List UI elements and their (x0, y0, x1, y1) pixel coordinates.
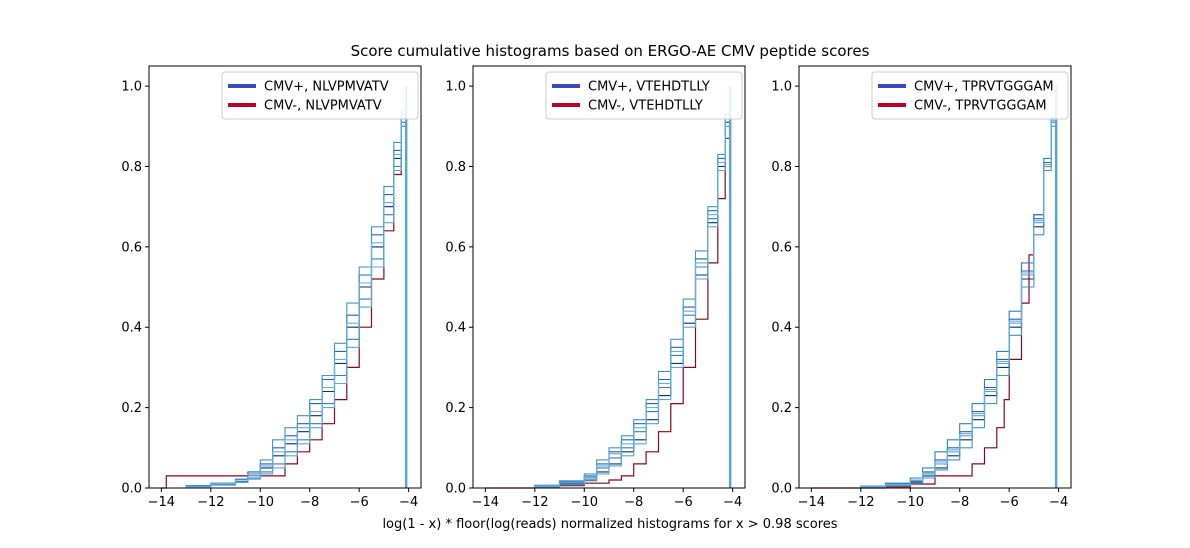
y-tick-label: 0.2 (771, 401, 792, 416)
x-tick-label: −8 (950, 495, 969, 510)
x-tick-label: −12 (197, 495, 224, 510)
axes-frame (148, 65, 422, 489)
legend-entry: CMV-, NLVPMVATV (264, 99, 382, 114)
y-tick-label: 1.0 (121, 80, 142, 95)
legend: CMV+, TPRVTGGGAM CMV-, TPRVTGGGAM (871, 71, 1069, 120)
y-tick-label: 0.2 (121, 401, 142, 416)
series-line-cmvplus-6 (161, 86, 407, 489)
y-tick-label: 0.4 (445, 321, 466, 336)
x-tick-label: −12 (521, 495, 548, 510)
series-line-cmvplus-7 (161, 86, 407, 489)
series-line-cmvplus-3 (161, 86, 407, 489)
series-line-cmvplus-7 (811, 86, 1057, 489)
figure-title: Score cumulative histograms based on ERG… (351, 42, 870, 60)
x-tick-label: −8 (624, 495, 643, 510)
x-tick-label: −6 (1000, 495, 1019, 510)
legend-entry: CMV+, TPRVTGGGAM (914, 80, 1054, 95)
x-axis-label: log(1 - x) * floor(log(reads) normalized… (382, 517, 837, 532)
axes-frame (798, 65, 1072, 489)
series-group (161, 86, 408, 489)
x-tick-label: −6 (350, 495, 369, 510)
x-tick-label: −6 (674, 495, 693, 510)
series-group (485, 86, 732, 489)
x-tick-label: −10 (571, 495, 598, 510)
x-tick-label: −8 (300, 495, 319, 510)
y-tick-label: 0.0 (771, 482, 792, 497)
y-tick-label: 1.0 (771, 80, 792, 95)
x-tick-label: −10 (897, 495, 924, 510)
series-group (811, 86, 1058, 489)
legend: CMV+, NLVPMVATV CMV-, NLVPMVATV (221, 71, 419, 120)
series-line-cmvplus-7 (485, 86, 731, 489)
y-tick-label: 0.0 (445, 482, 466, 497)
legend-box (221, 71, 419, 120)
x-tick-label: −12 (847, 495, 874, 510)
y-tick-label: 0.4 (121, 321, 142, 336)
legend: CMV+, VTEHDTLLY CMV-, VTEHDTLLY (545, 71, 743, 120)
x-tick-label: −10 (247, 495, 274, 510)
chart-panel-2: −14 −12 −10 −8 −6 −4 0.0 0.2 0.4 0.6 0.8 1.0 CMV+, V… (445, 65, 746, 510)
y-tick-label: 0.8 (445, 160, 466, 175)
x-tick-label: −14 (472, 495, 499, 510)
x-tick-label: −4 (723, 495, 742, 510)
legend-entry: CMV-, TPRVTGGGAM (914, 99, 1047, 114)
y-tick-label: 0.6 (771, 240, 792, 255)
x-tick-label: −4 (1049, 495, 1068, 510)
legend-box (871, 71, 1069, 120)
x-tick-label: −14 (148, 495, 175, 510)
chart-panel-3: −14 −12 −10 −8 −6 −4 0.0 0.2 0.4 0.6 0.8 1.0 CMV+, T… (771, 65, 1072, 510)
x-tick-label: −4 (399, 495, 418, 510)
legend-entry: CMV+, VTEHDTLLY (588, 80, 710, 95)
legend-box (545, 71, 743, 120)
y-tick-label: 0.8 (121, 160, 142, 175)
legend-entry: CMV+, NLVPMVATV (264, 80, 389, 95)
legend-entry: CMV-, VTEHDTLLY (588, 99, 703, 114)
y-tick-label: 0.6 (445, 240, 466, 255)
y-tick-label: 0.0 (121, 482, 142, 497)
y-tick-label: 1.0 (445, 80, 466, 95)
series-line-cmvplus-4 (161, 86, 407, 489)
chart-panel-1: −14 −12 −10 −8 −6 −4 0.0 0.2 0.4 0.6 0.8 1.0 CMV+, N… (121, 65, 422, 510)
y-tick-label: 0.8 (771, 160, 792, 175)
axes-frame (472, 65, 746, 489)
chart-panels: −14 −12 −10 −8 −6 −4 0.0 0.2 0.4 0.6 0.8 1.0 CMV+, N… (121, 65, 1072, 510)
y-tick-label: 0.4 (771, 321, 792, 336)
x-tick-label: −14 (798, 495, 825, 510)
y-tick-label: 0.2 (445, 401, 466, 416)
y-tick-label: 0.6 (121, 240, 142, 255)
